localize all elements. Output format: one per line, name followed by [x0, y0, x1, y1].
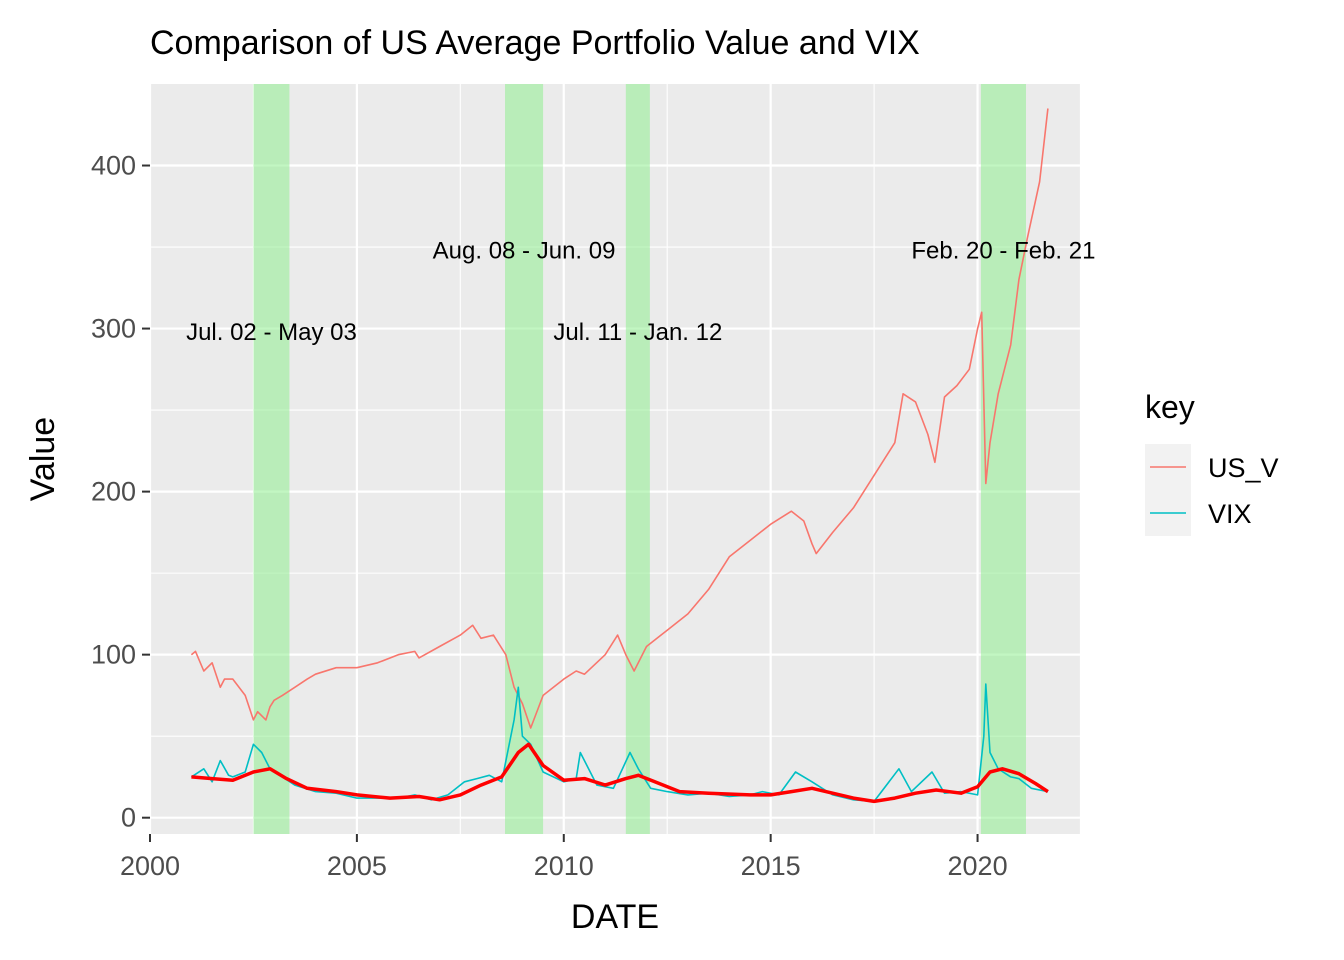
- smooth-trend-line: [191, 742, 1049, 804]
- x-tick-label: 2020: [948, 851, 1008, 881]
- period-annotations: Jul. 02 - May 03 Aug. 08 - Jun. 09 Jul. 11…: [186, 237, 1095, 346]
- y-tick-label: 0: [121, 803, 136, 833]
- series-lines: [190, 108, 1049, 804]
- shaded-periods: [253, 84, 1026, 834]
- period-label: Jul. 11 - Jan. 12: [553, 319, 722, 346]
- grid-minor: [150, 84, 1081, 834]
- y-tick-label: 300: [91, 314, 136, 344]
- legend-title: key: [1145, 389, 1195, 425]
- y-axis: 0 100 200 300 400: [91, 151, 150, 833]
- period-label: Jul. 02 - May 03: [186, 319, 357, 346]
- shaded-period: [625, 84, 650, 834]
- x-tick-label: 2000: [120, 851, 180, 881]
- y-tick-label: 200: [91, 477, 136, 507]
- period-label: Aug. 08 - Jun. 09: [433, 237, 616, 264]
- period-label: Feb. 20 - Feb. 21: [911, 237, 1095, 264]
- x-axis: 2000 2005 2010 2015 2020: [120, 834, 1008, 881]
- legend-label: US_V: [1208, 453, 1279, 483]
- grid-major: [148, 84, 1083, 834]
- x-tick-label: 2015: [741, 851, 801, 881]
- shaded-period: [505, 84, 544, 834]
- y-tick-label: 100: [91, 640, 136, 670]
- chart-title: Comparison of US Average Portfolio Value…: [150, 24, 920, 62]
- shaded-period: [253, 84, 290, 834]
- series-line-us_v: [190, 108, 1049, 729]
- x-tick-label: 2005: [327, 851, 387, 881]
- legend: key US_V VIX: [1145, 389, 1279, 536]
- x-axis-title: DATE: [571, 898, 659, 936]
- y-axis-title: Value: [24, 417, 62, 501]
- legend-label: VIX: [1208, 499, 1252, 529]
- x-tick-label: 2010: [534, 851, 594, 881]
- y-tick-label: 400: [91, 151, 136, 181]
- plot-panel: [150, 84, 1081, 834]
